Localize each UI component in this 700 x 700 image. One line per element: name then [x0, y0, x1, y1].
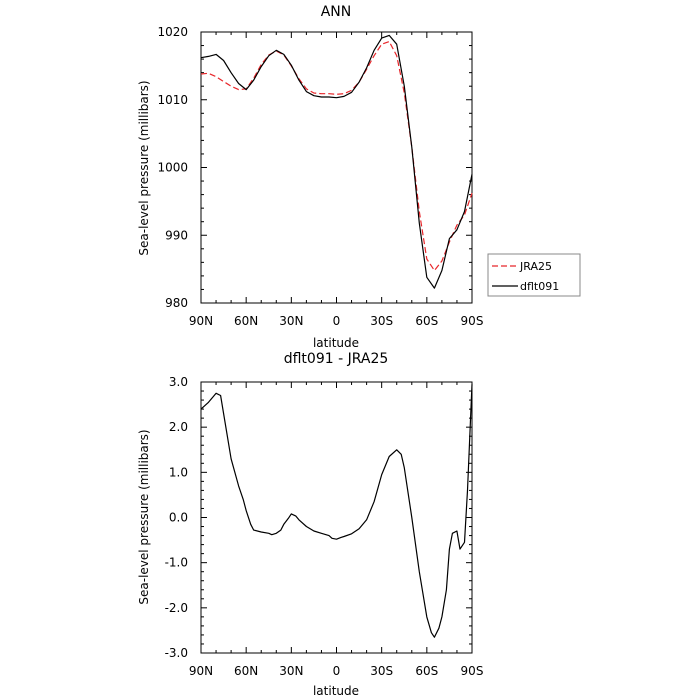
y-tick-label: 1000	[157, 161, 188, 175]
x-tick-label: 30N	[279, 314, 303, 328]
x-tick-label: 0	[333, 314, 341, 328]
x-tick-label: 0	[333, 664, 341, 678]
y-tick-label: -1.0	[165, 556, 188, 570]
bottom-chart-y-ticks: -3.0 -2.0 -1.0 0.0 1.0 2.0 3.0	[165, 375, 472, 660]
bottom-chart-y-axis-label: Sea-level pressure (millibars)	[137, 429, 151, 604]
y-tick-label: -3.0	[165, 646, 188, 660]
y-tick-label: 980	[165, 296, 188, 310]
top-chart-legend: JRA25 dflt091	[487, 253, 581, 297]
legend-label-dflt091: dflt091	[520, 280, 559, 293]
x-tick-label: 30N	[279, 664, 303, 678]
x-tick-label: 60N	[234, 314, 258, 328]
y-tick-label: 0.0	[169, 511, 188, 525]
x-tick-label: 90N	[189, 314, 213, 328]
x-tick-label: 30S	[370, 314, 393, 328]
difference-line	[200, 384, 473, 638]
bottom-chart-series	[200, 384, 473, 638]
bottom-chart: dflt091 - JRA25 -3.0 -2.0 -1.0 0.0 1.0 2.0 3.0…	[137, 351, 483, 698]
x-tick-label: 90S	[461, 314, 484, 328]
legend-box	[487, 253, 581, 297]
x-tick-label: 60N	[234, 664, 258, 678]
bottom-chart-x-axis-label: latitude	[313, 684, 359, 698]
x-tick-label: 90N	[189, 664, 213, 678]
y-tick-label: -2.0	[165, 601, 188, 615]
top-chart-y-axis-label: Sea-level pressure (millibars)	[137, 80, 151, 255]
y-tick-label: 1.0	[169, 465, 188, 479]
top-chart-plot-frame	[200, 31, 473, 304]
top-chart-x-axis-label: latitude	[313, 336, 359, 350]
y-tick-label: 1010	[157, 93, 188, 107]
top-chart-x-ticks: 90N 60N 30N 0 30S 60S 90S	[189, 32, 484, 328]
y-tick-label: 990	[165, 228, 188, 242]
top-chart-title: ANN	[321, 4, 352, 20]
x-tick-label: 60S	[415, 664, 438, 678]
y-tick-label: 1020	[157, 25, 188, 39]
y-tick-label: 3.0	[169, 375, 188, 389]
x-tick-label: 60S	[415, 314, 438, 328]
bottom-chart-x-ticks: 90N 60N 30N 0 30S 60S 90S	[189, 382, 484, 678]
bottom-chart-plot-frame	[200, 381, 473, 654]
y-tick-label: 2.0	[169, 420, 188, 434]
top-chart-series	[200, 34, 473, 289]
legend-label-jra25: JRA25	[519, 260, 552, 273]
x-tick-label: 90S	[461, 664, 484, 678]
bottom-chart-title: dflt091 - JRA25	[284, 351, 389, 367]
series-line-dflt091	[200, 34, 473, 289]
x-tick-label: 30S	[370, 664, 393, 678]
series-line-jra25	[200, 40, 473, 272]
